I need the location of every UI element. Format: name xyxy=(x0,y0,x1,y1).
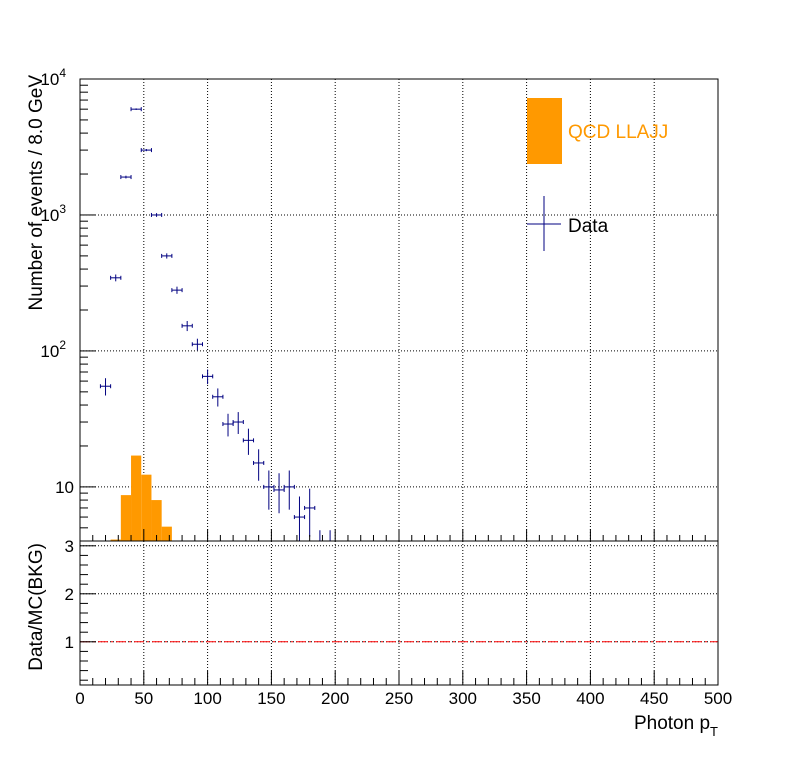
main-y-tick-label: 103 xyxy=(40,202,66,225)
x-axis-title-main: Photon p xyxy=(634,713,710,734)
x-tick-label: 400 xyxy=(576,689,604,708)
ratio-y-tick-labels: 1 2 3 xyxy=(65,537,96,652)
data-point xyxy=(181,321,193,332)
data-point xyxy=(130,107,142,112)
data-point xyxy=(150,212,163,217)
x-tick-labels: 0 50 100 150 200 250 300 350 400 450 500 xyxy=(75,689,732,708)
data-point xyxy=(242,428,255,455)
qcd-llajj-histogram xyxy=(110,455,172,541)
main-y-tick-exponent: 2 xyxy=(59,338,66,352)
main-y-tick-label: 102 xyxy=(40,338,66,361)
ratio-y-axis-title: Data/MC(BKG) xyxy=(26,543,47,671)
legend-swatch-data xyxy=(527,196,561,251)
x-tick-label: 50 xyxy=(134,689,153,708)
qcd-llajj-bar xyxy=(131,455,142,541)
main-y-tick-base: 10 xyxy=(40,70,59,89)
x-tick-label: 100 xyxy=(193,689,221,708)
ratio-y-tick-label: 3 xyxy=(65,537,74,556)
ratio-grid xyxy=(80,541,718,685)
data-point xyxy=(283,470,295,510)
data-point xyxy=(304,488,316,537)
x-tick-label: 200 xyxy=(321,689,349,708)
ratio-plot-frame xyxy=(79,540,719,686)
data-point xyxy=(212,388,224,407)
qcd-llajj-bar xyxy=(141,474,152,541)
data-point xyxy=(293,496,306,541)
data-point xyxy=(171,286,183,294)
data-point xyxy=(201,369,214,385)
legend-swatch-qcd-llajj xyxy=(527,98,562,164)
data-points xyxy=(99,107,331,541)
data-point xyxy=(191,338,203,351)
ratio-y-tick-label: 2 xyxy=(65,585,74,604)
ratio-minor-ticks xyxy=(79,554,719,685)
data-point xyxy=(99,378,112,396)
main-y-tick-label: 10 xyxy=(55,478,74,497)
data-point xyxy=(232,412,244,434)
main-y-tick-base: 10 xyxy=(40,342,59,361)
x-tick-label: 250 xyxy=(385,689,413,708)
legend-label-data: Data xyxy=(568,216,609,237)
qcd-llajj-bar xyxy=(151,500,162,541)
qcd-llajj-bar xyxy=(110,539,121,541)
x-axis-title-sub: T xyxy=(710,724,718,739)
x-tick-label: 0 xyxy=(75,689,84,708)
qcd-llajj-bar xyxy=(120,495,132,541)
qcd-llajj-bar xyxy=(161,526,172,541)
main-y-tick-base: 10 xyxy=(55,478,74,497)
main-y-tick-label: 104 xyxy=(40,66,66,89)
ratio-panel: 1 2 3 0 50 100 150 200 250 300 350 400 450 500 Data/… xyxy=(26,537,732,739)
x-tick-label: 300 xyxy=(449,689,477,708)
main-y-tick-exponent: 3 xyxy=(59,202,66,216)
x-tick-label: 500 xyxy=(704,689,732,708)
main-y-axis-title: Number of events / 8.0 GeV xyxy=(26,75,47,311)
data-point xyxy=(140,148,152,153)
data-point xyxy=(120,175,132,180)
main-minor-ticks xyxy=(79,84,719,542)
x-tick-label: 450 xyxy=(640,689,668,708)
data-point xyxy=(161,253,173,259)
x-tick-label: 350 xyxy=(512,689,540,708)
main-y-tick-exponent: 4 xyxy=(59,66,66,80)
ratio-y-tick-label: 1 xyxy=(65,633,74,652)
main-y-tick-base: 10 xyxy=(40,206,59,225)
main-grid xyxy=(80,79,718,541)
legend: QCD LLAJJ Data xyxy=(527,98,668,251)
data-point xyxy=(110,274,122,282)
x-axis-title: Photon pT xyxy=(634,713,718,739)
data-point xyxy=(253,449,265,481)
legend-label-qcd-llajj: QCD LLAJJ xyxy=(568,122,668,143)
x-tick-label: 150 xyxy=(257,689,285,708)
